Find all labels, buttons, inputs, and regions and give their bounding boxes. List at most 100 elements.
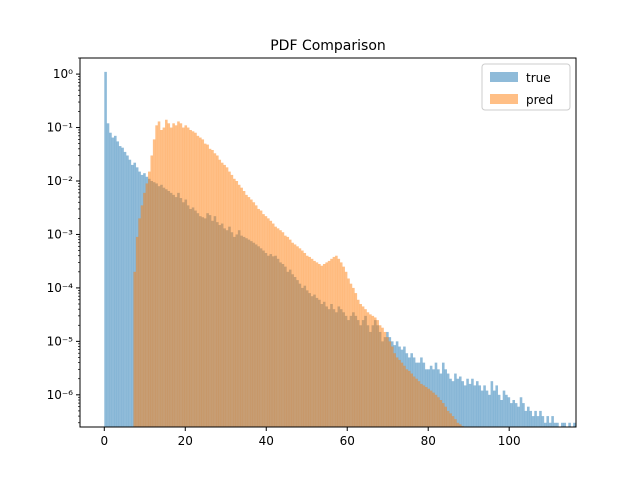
legend-swatch-pred (490, 94, 518, 104)
bar-true (553, 422, 557, 427)
bar-pred (451, 416, 455, 427)
bar-true (600, 423, 603, 427)
bar-true (461, 381, 464, 427)
bar-pred (177, 121, 180, 427)
bar-pred (157, 121, 161, 427)
x-tick-label: 40 (259, 434, 274, 448)
bar-pred (145, 183, 149, 427)
bar-pred (412, 376, 416, 427)
bar-pred (148, 171, 151, 427)
bar-pred (454, 419, 457, 427)
bar-pred (228, 171, 231, 427)
bar-pred (432, 392, 435, 427)
bar-true (104, 71, 107, 427)
bar-true (531, 416, 535, 427)
bar-true (441, 362, 445, 427)
bar-pred (403, 365, 406, 427)
bar-pred (259, 210, 263, 427)
bar-pred (291, 242, 294, 427)
bar-pred (344, 271, 348, 427)
bar-true (121, 147, 124, 427)
bar-pred (361, 306, 365, 427)
axes: 0 20 40 60 80 100 10⁻⁶ 10⁻⁵ 10⁻⁴ 10⁻³ 10⁻² 10⁻¹ 10⁰ (47, 57, 577, 448)
bar-true (546, 416, 550, 427)
bar-true (573, 422, 576, 427)
legend-label-true: true (526, 71, 551, 85)
bar-pred (339, 262, 343, 427)
bar-pred (322, 264, 326, 427)
bar-pred (398, 359, 401, 427)
bar-true (580, 423, 583, 427)
bar-true (563, 422, 567, 427)
bar-pred (169, 127, 173, 427)
bar-true (478, 385, 481, 427)
bar-true (534, 410, 537, 427)
bar-true (466, 378, 469, 427)
bar-pred (184, 125, 188, 427)
bar-pred (388, 341, 392, 427)
bar-pred (152, 139, 156, 427)
bar-pred (189, 129, 192, 427)
legend-swatch-true (490, 72, 518, 82)
bar-pred (405, 369, 409, 427)
bar-pred (327, 260, 331, 427)
bar-pred (225, 167, 229, 427)
bar-true (502, 390, 506, 427)
bar-pred (262, 214, 265, 427)
bar-pred (335, 255, 338, 427)
bar-pred (364, 309, 367, 427)
bar-pred (303, 252, 307, 427)
bar-true (561, 422, 564, 427)
x-tick-label: 0 (100, 434, 108, 448)
bar-true (123, 151, 127, 427)
bar-pred (196, 135, 200, 427)
y-tick-label: 10⁻² (47, 174, 74, 188)
bar-pred (194, 132, 197, 427)
bar-true (610, 423, 613, 427)
bar-pred (354, 293, 358, 427)
bar-pred (393, 353, 396, 427)
bar-pred (271, 223, 275, 427)
bar-pred (352, 287, 355, 427)
bar-true (490, 381, 494, 427)
bar-true (492, 390, 496, 427)
bar-pred (284, 235, 287, 427)
bar-pred (254, 205, 258, 427)
bar-pred (366, 312, 370, 427)
bar-pred (424, 387, 428, 427)
bar-pred (162, 127, 166, 427)
bar-true (619, 423, 622, 427)
bar-pred (458, 424, 462, 427)
bar-pred (325, 262, 328, 427)
bar-pred (332, 256, 336, 427)
bar-pred (208, 148, 212, 427)
bar-pred (155, 125, 158, 427)
bar-true (519, 397, 523, 427)
chart-title: PDF Comparison (270, 38, 386, 54)
series-pred (133, 119, 464, 427)
bar-pred (315, 262, 319, 427)
bar-pred (298, 248, 302, 427)
bar-pred (281, 232, 285, 427)
bar-true (446, 373, 450, 427)
bar-pred (276, 228, 280, 427)
bar-pred (211, 150, 214, 427)
y-tick-label: 10⁻⁵ (47, 334, 74, 348)
bar-true (126, 155, 129, 427)
bar-pred (356, 299, 360, 427)
bar-true (444, 369, 447, 427)
bar-pred (415, 378, 418, 427)
bar-pred (279, 230, 282, 427)
bar-pred (186, 127, 190, 427)
bar-true (524, 410, 528, 427)
bar-true (510, 403, 513, 427)
x-tick-label: 80 (421, 434, 436, 448)
bar-pred (330, 258, 333, 427)
x-tick-label: 100 (498, 434, 521, 448)
plot-area (104, 71, 622, 427)
bar-pred (257, 208, 260, 427)
bar-pred (201, 139, 205, 427)
bar-true (449, 378, 452, 427)
bar-true (614, 423, 617, 427)
bar-true (497, 394, 501, 427)
